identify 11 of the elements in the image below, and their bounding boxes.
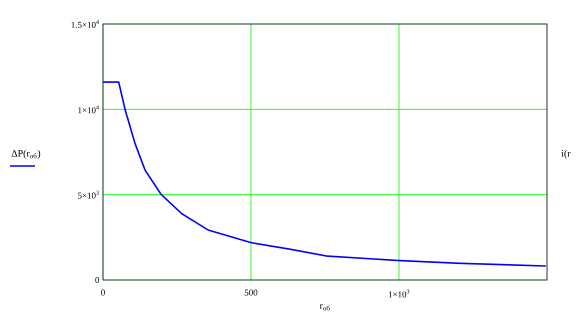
y-tick-label: 5×10$^{3}$ — [78, 190, 99, 199]
text: i(r — [561, 150, 571, 159]
y-tick-label: 1×10$^{4}$ — [78, 105, 99, 114]
y-tick-label: 0 — [95, 276, 100, 284]
text: ΔP(r$_{об}$) — [12, 150, 40, 159]
x-axis-title: r$_{об}$ — [320, 304, 330, 311]
line-series — [103, 81, 547, 267]
y-tick-label: 1.5×10$^{4}$ — [72, 20, 99, 28]
x-tick-label: 500 — [244, 290, 258, 296]
x-tick-label: 1×10$^{3}$ — [388, 290, 410, 298]
x-tick-label: 0 — [101, 290, 105, 296]
